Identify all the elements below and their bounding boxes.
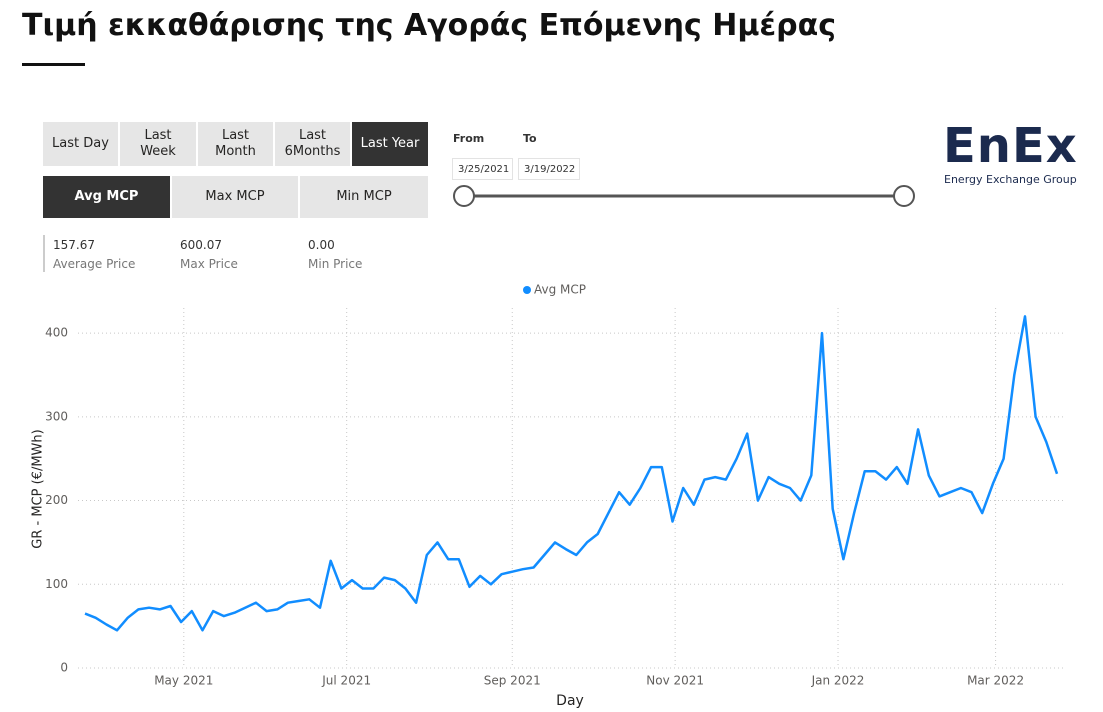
x-tick-label: Nov 2021 <box>646 674 704 688</box>
logo-tagline: Energy Exchange Group <box>944 173 1077 186</box>
time-button[interactable]: Last Year <box>352 122 428 166</box>
measure-button[interactable]: Min MCP <box>300 176 428 218</box>
date-slider <box>453 185 915 207</box>
y-tick-label: 400 <box>45 326 68 340</box>
x-tick-label: Sep 2021 <box>484 674 541 688</box>
stats-bar <box>43 235 45 272</box>
y-tick-label: 300 <box>45 409 68 423</box>
x-tick-label: May 2021 <box>154 674 213 688</box>
page-title: Τιμή εκκαθάρισης της Αγοράς Επόμενης Ημέ… <box>22 8 836 43</box>
x-tick-label: Jul 2021 <box>321 674 371 688</box>
time-button[interactable]: Last 6Months <box>275 122 350 166</box>
from-label: From <box>453 132 485 145</box>
time-button[interactable]: Last Month <box>198 122 273 166</box>
slider-handle[interactable] <box>453 185 475 207</box>
stat-label: Average Price <box>53 257 136 271</box>
legend-marker <box>523 286 531 294</box>
measure-button[interactable]: Avg MCP <box>43 176 170 218</box>
to-date[interactable]: 3/19/2022 <box>518 158 580 180</box>
stat-value: 157.67 <box>53 238 95 252</box>
slider-handle[interactable] <box>893 185 915 207</box>
y-axis-label: GR - MCP (€/MWh) <box>31 429 46 548</box>
from-date[interactable]: 3/25/2021 <box>452 158 513 180</box>
time-button[interactable]: Last Day <box>43 122 118 166</box>
x-axis-label: Day <box>556 693 584 709</box>
y-tick-label: 0 <box>60 661 68 675</box>
stat-label: Min Price <box>308 257 363 271</box>
logo: EnEx <box>943 118 1078 174</box>
x-tick-label: Mar 2022 <box>967 674 1024 688</box>
stat-label: Max Price <box>180 257 238 271</box>
chart: GR - MCP (€/MWh) Day 0 100 200 300 400 May 20… <box>31 283 1063 709</box>
time-button[interactable]: Last Week <box>120 122 196 166</box>
y-tick-label: 100 <box>45 577 68 591</box>
y-tick-label: 200 <box>45 493 68 507</box>
title-underline <box>22 63 85 66</box>
legend-label: Avg MCP <box>534 283 586 297</box>
data-line <box>84 315 1059 632</box>
stat-value: 0.00 <box>308 238 335 252</box>
x-tick-label: Jan 2022 <box>811 674 865 688</box>
measure-button[interactable]: Max MCP <box>172 176 298 218</box>
stat-value: 600.07 <box>180 238 222 252</box>
to-label: To <box>523 132 537 145</box>
